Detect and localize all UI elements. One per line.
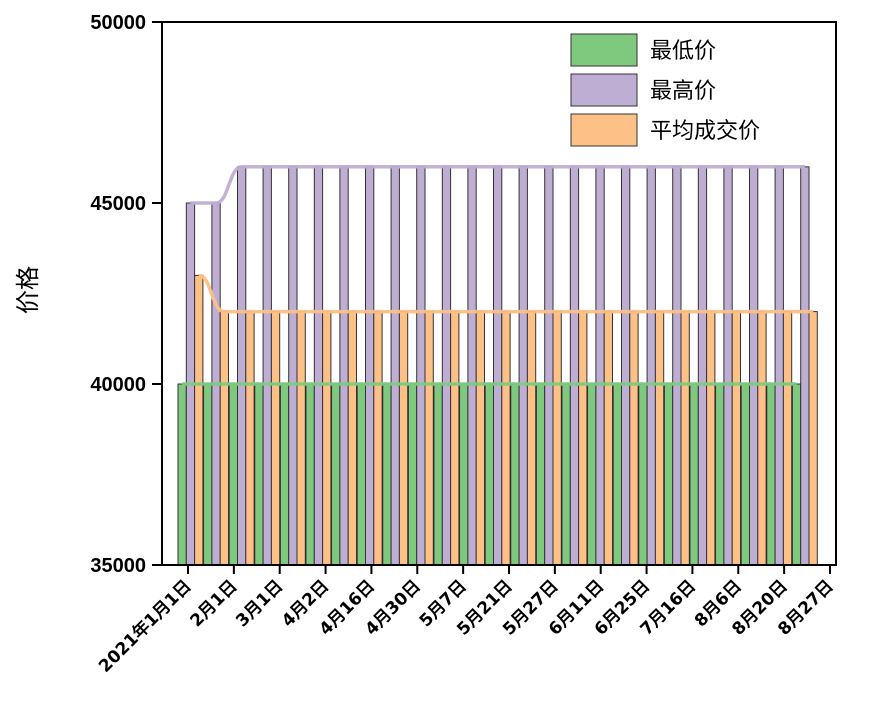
bar-series-0-0 <box>177 383 187 566</box>
bar-series-2-0 <box>194 274 204 566</box>
legend-swatch-2 <box>570 113 638 147</box>
bar-series-2-8 <box>398 311 409 566</box>
bar-series-0-10 <box>433 383 443 566</box>
y-tick-label-0: 35000 <box>90 555 146 577</box>
bar-series-2-14 <box>552 311 562 566</box>
bar-series-2-1 <box>219 311 229 566</box>
bar-series-1-16 <box>595 166 605 566</box>
bar-series-1-9 <box>416 166 426 566</box>
bar-series-0-9 <box>407 383 418 566</box>
legend-label-0: 最低价 <box>650 39 716 64</box>
bar-series-2-16 <box>603 311 614 566</box>
bar-series-0-7 <box>356 383 367 566</box>
legend-label-2: 平均成交价 <box>650 119 760 144</box>
bar-series-0-13 <box>510 383 520 566</box>
trend-line-series-1 <box>190 165 805 205</box>
bar-series-0-3 <box>254 383 264 566</box>
bar-series-2-12 <box>501 311 511 566</box>
bar-series-2-9 <box>424 311 434 566</box>
bar-series-0-14 <box>535 383 546 566</box>
bar-series-1-3 <box>262 166 272 566</box>
trend-lines-layer <box>182 165 814 386</box>
bar-series-0-18 <box>638 383 648 566</box>
bar-series-2-15 <box>578 311 588 566</box>
bar-series-0-8 <box>382 383 392 566</box>
bar-series-0-1 <box>203 383 213 566</box>
bar-series-2-21 <box>731 311 742 566</box>
bar-series-0-17 <box>612 383 623 566</box>
x-tick-label-2: 3月1日 <box>232 576 287 631</box>
bar-series-1-5 <box>313 166 324 566</box>
bar-series-2-22 <box>757 311 767 566</box>
bar-series-1-7 <box>365 166 375 566</box>
bar-series-2-20 <box>706 311 716 566</box>
bar-series-1-19 <box>672 166 682 566</box>
bar-series-2-6 <box>347 311 358 566</box>
bar-series-0-21 <box>715 383 725 566</box>
bar-series-1-23 <box>774 166 784 566</box>
bar-series-1-4 <box>288 166 298 566</box>
bars-layer <box>177 166 818 566</box>
bar-series-0-16 <box>587 383 597 566</box>
bar-series-0-2 <box>228 383 238 566</box>
plot-frame <box>161 21 837 566</box>
bar-series-1-22 <box>749 166 759 566</box>
bar-series-1-8 <box>390 166 400 566</box>
bar-series-1-6 <box>339 166 349 566</box>
bar-series-1-18 <box>646 166 656 566</box>
x-axis: 2021年1月1日2月1日3月1日4月2日4月16日4月30日5月7日5月21日… <box>94 565 838 677</box>
bar-series-1-10 <box>441 166 452 566</box>
bar-series-0-4 <box>279 383 290 566</box>
bar-series-2-2 <box>245 311 255 566</box>
bar-series-0-20 <box>689 383 699 566</box>
bar-series-0-6 <box>331 383 341 566</box>
y-axis-title: 价格 <box>14 266 42 314</box>
bar-series-0-12 <box>484 383 495 566</box>
bar-series-2-23 <box>782 311 793 566</box>
bar-series-2-4 <box>296 311 306 566</box>
bar-series-1-13 <box>518 166 528 566</box>
x-tick-label-1: 2月1日 <box>186 576 241 631</box>
bar-series-2-17 <box>629 311 639 566</box>
bar-series-2-11 <box>475 311 486 566</box>
bar-series-2-10 <box>450 311 460 566</box>
bar-series-1-2 <box>237 166 247 566</box>
bar-series-2-3 <box>270 311 281 566</box>
bar-series-1-14 <box>544 166 554 566</box>
bar-series-1-17 <box>621 166 631 566</box>
bar-series-0-23 <box>766 383 776 566</box>
bar-series-2-7 <box>373 311 383 566</box>
legend-swatch-1 <box>570 73 638 107</box>
bar-series-1-12 <box>493 166 503 566</box>
bar-series-1-21 <box>723 166 733 566</box>
bar-series-0-22 <box>740 383 751 566</box>
bar-series-0-19 <box>663 383 674 566</box>
bar-series-1-11 <box>467 166 477 566</box>
bar-series-0-15 <box>561 383 571 566</box>
x-tick-label-0: 2021年1月1日 <box>94 576 195 677</box>
legend-swatch-0 <box>570 33 638 67</box>
trend-line-series-2 <box>198 273 814 314</box>
bar-series-2-13 <box>526 311 537 566</box>
y-tick-label-2: 45000 <box>90 193 146 215</box>
bar-series-1-24 <box>800 166 810 566</box>
bar-series-2-19 <box>680 311 690 566</box>
y-tick-label-1: 40000 <box>90 374 146 396</box>
bar-series-2-18 <box>654 311 665 566</box>
bar-series-2-5 <box>322 311 332 566</box>
bar-series-0-5 <box>305 383 315 566</box>
y-axis: 35000 40000 45000 50000 <box>90 12 162 577</box>
bar-series-0-24 <box>791 383 802 566</box>
bar-series-0-11 <box>459 383 469 566</box>
bar-series-1-20 <box>697 166 708 566</box>
y-tick-label-3: 50000 <box>90 12 146 34</box>
legend-label-1: 最高价 <box>650 79 716 104</box>
bar-series-1-15 <box>569 166 580 566</box>
bar-series-2-24 <box>808 311 818 566</box>
